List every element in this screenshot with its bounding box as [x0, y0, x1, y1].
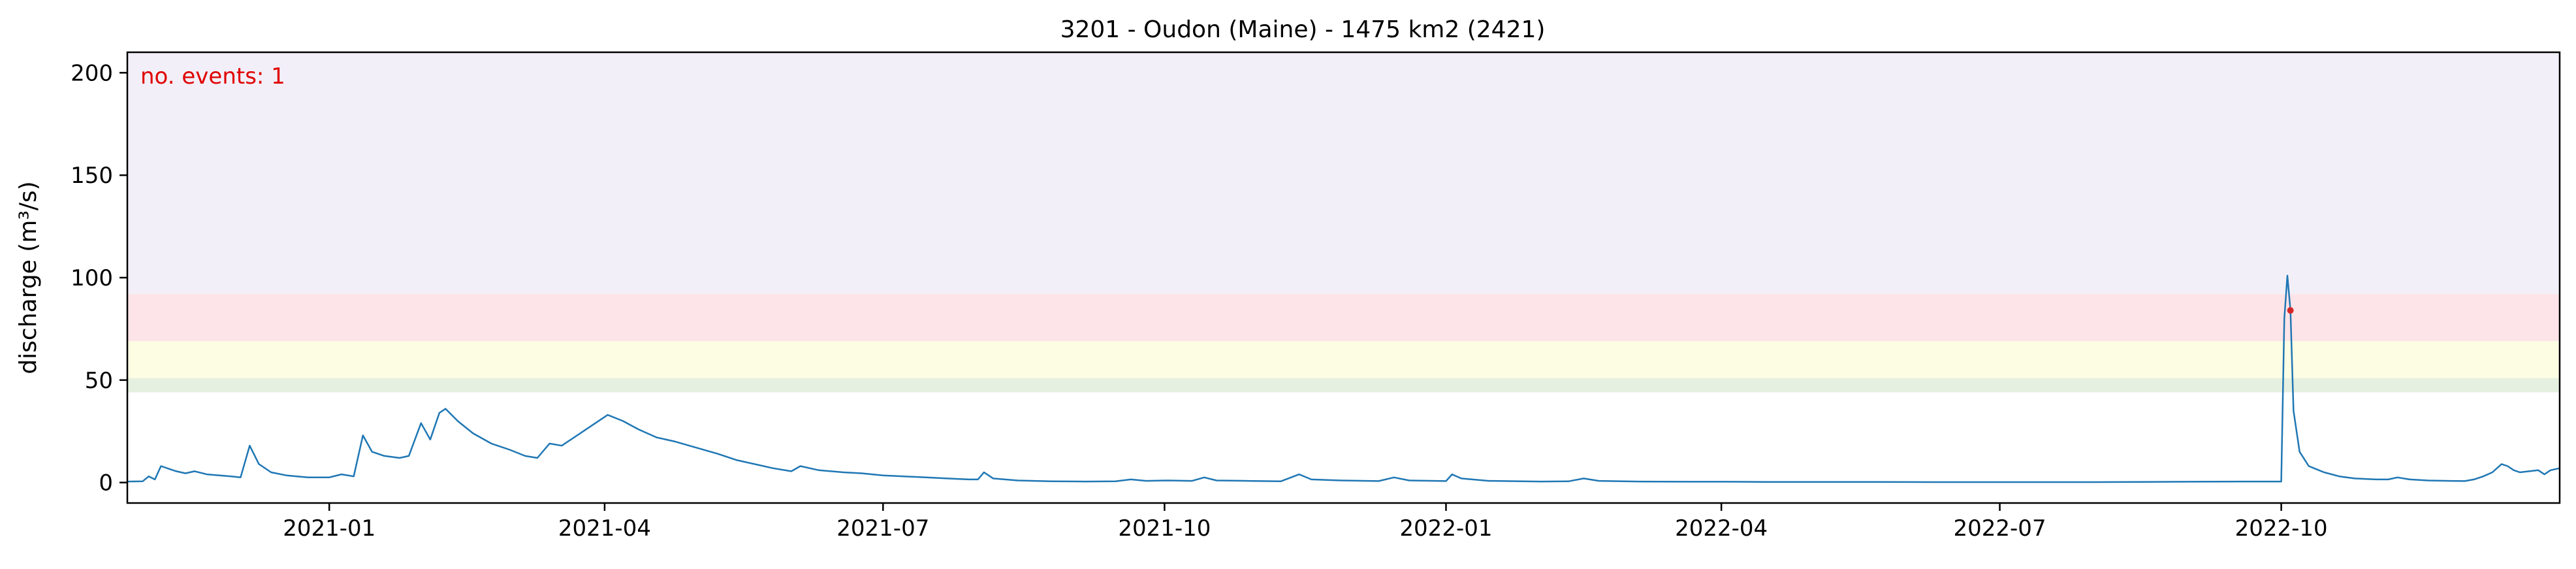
x-tick-label-3: 2021-10 — [1118, 515, 1211, 542]
chart-title: 3201 - Oudon (Maine) - 1475 km2 (2421) — [1060, 16, 1546, 43]
y-tick-label-3: 150 — [71, 163, 113, 189]
x-tick-label-6: 2022-07 — [1954, 515, 2046, 542]
event-count-annotation: no. events: 1 — [140, 63, 285, 89]
y-axis-title: discharge (m³/s) — [15, 181, 42, 374]
x-axis: 2021-01 2021-04 2021-07 2021-10 2022-01 2022-… — [283, 503, 2328, 542]
y-tick-label-1: 50 — [85, 368, 113, 394]
y-tick-label-4: 200 — [71, 60, 113, 86]
event-layer — [2287, 307, 2294, 314]
threshold-bands — [127, 52, 2560, 393]
series-layer — [127, 274, 2560, 483]
x-tick-label-5: 2022-04 — [1675, 515, 1768, 542]
x-tick-label-0: 2021-01 — [283, 515, 375, 542]
y-tick-label-2: 100 — [71, 265, 113, 291]
x-tick-label-7: 2022-10 — [2235, 515, 2328, 542]
threshold-band-0 — [127, 378, 2560, 393]
threshold-band-3 — [127, 52, 2560, 295]
x-tick-label-1: 2021-04 — [558, 515, 651, 542]
y-tick-label-0: 0 — [99, 470, 113, 496]
y-axis: 0 50 100 150 200 — [71, 60, 127, 496]
event-marker-0 — [2287, 307, 2294, 314]
discharge-series-line — [127, 274, 2560, 483]
x-tick-label-2: 2021-07 — [836, 515, 929, 542]
x-tick-label-4: 2022-01 — [1399, 515, 1492, 542]
threshold-band-1 — [127, 341, 2560, 378]
threshold-band-2 — [127, 294, 2560, 342]
